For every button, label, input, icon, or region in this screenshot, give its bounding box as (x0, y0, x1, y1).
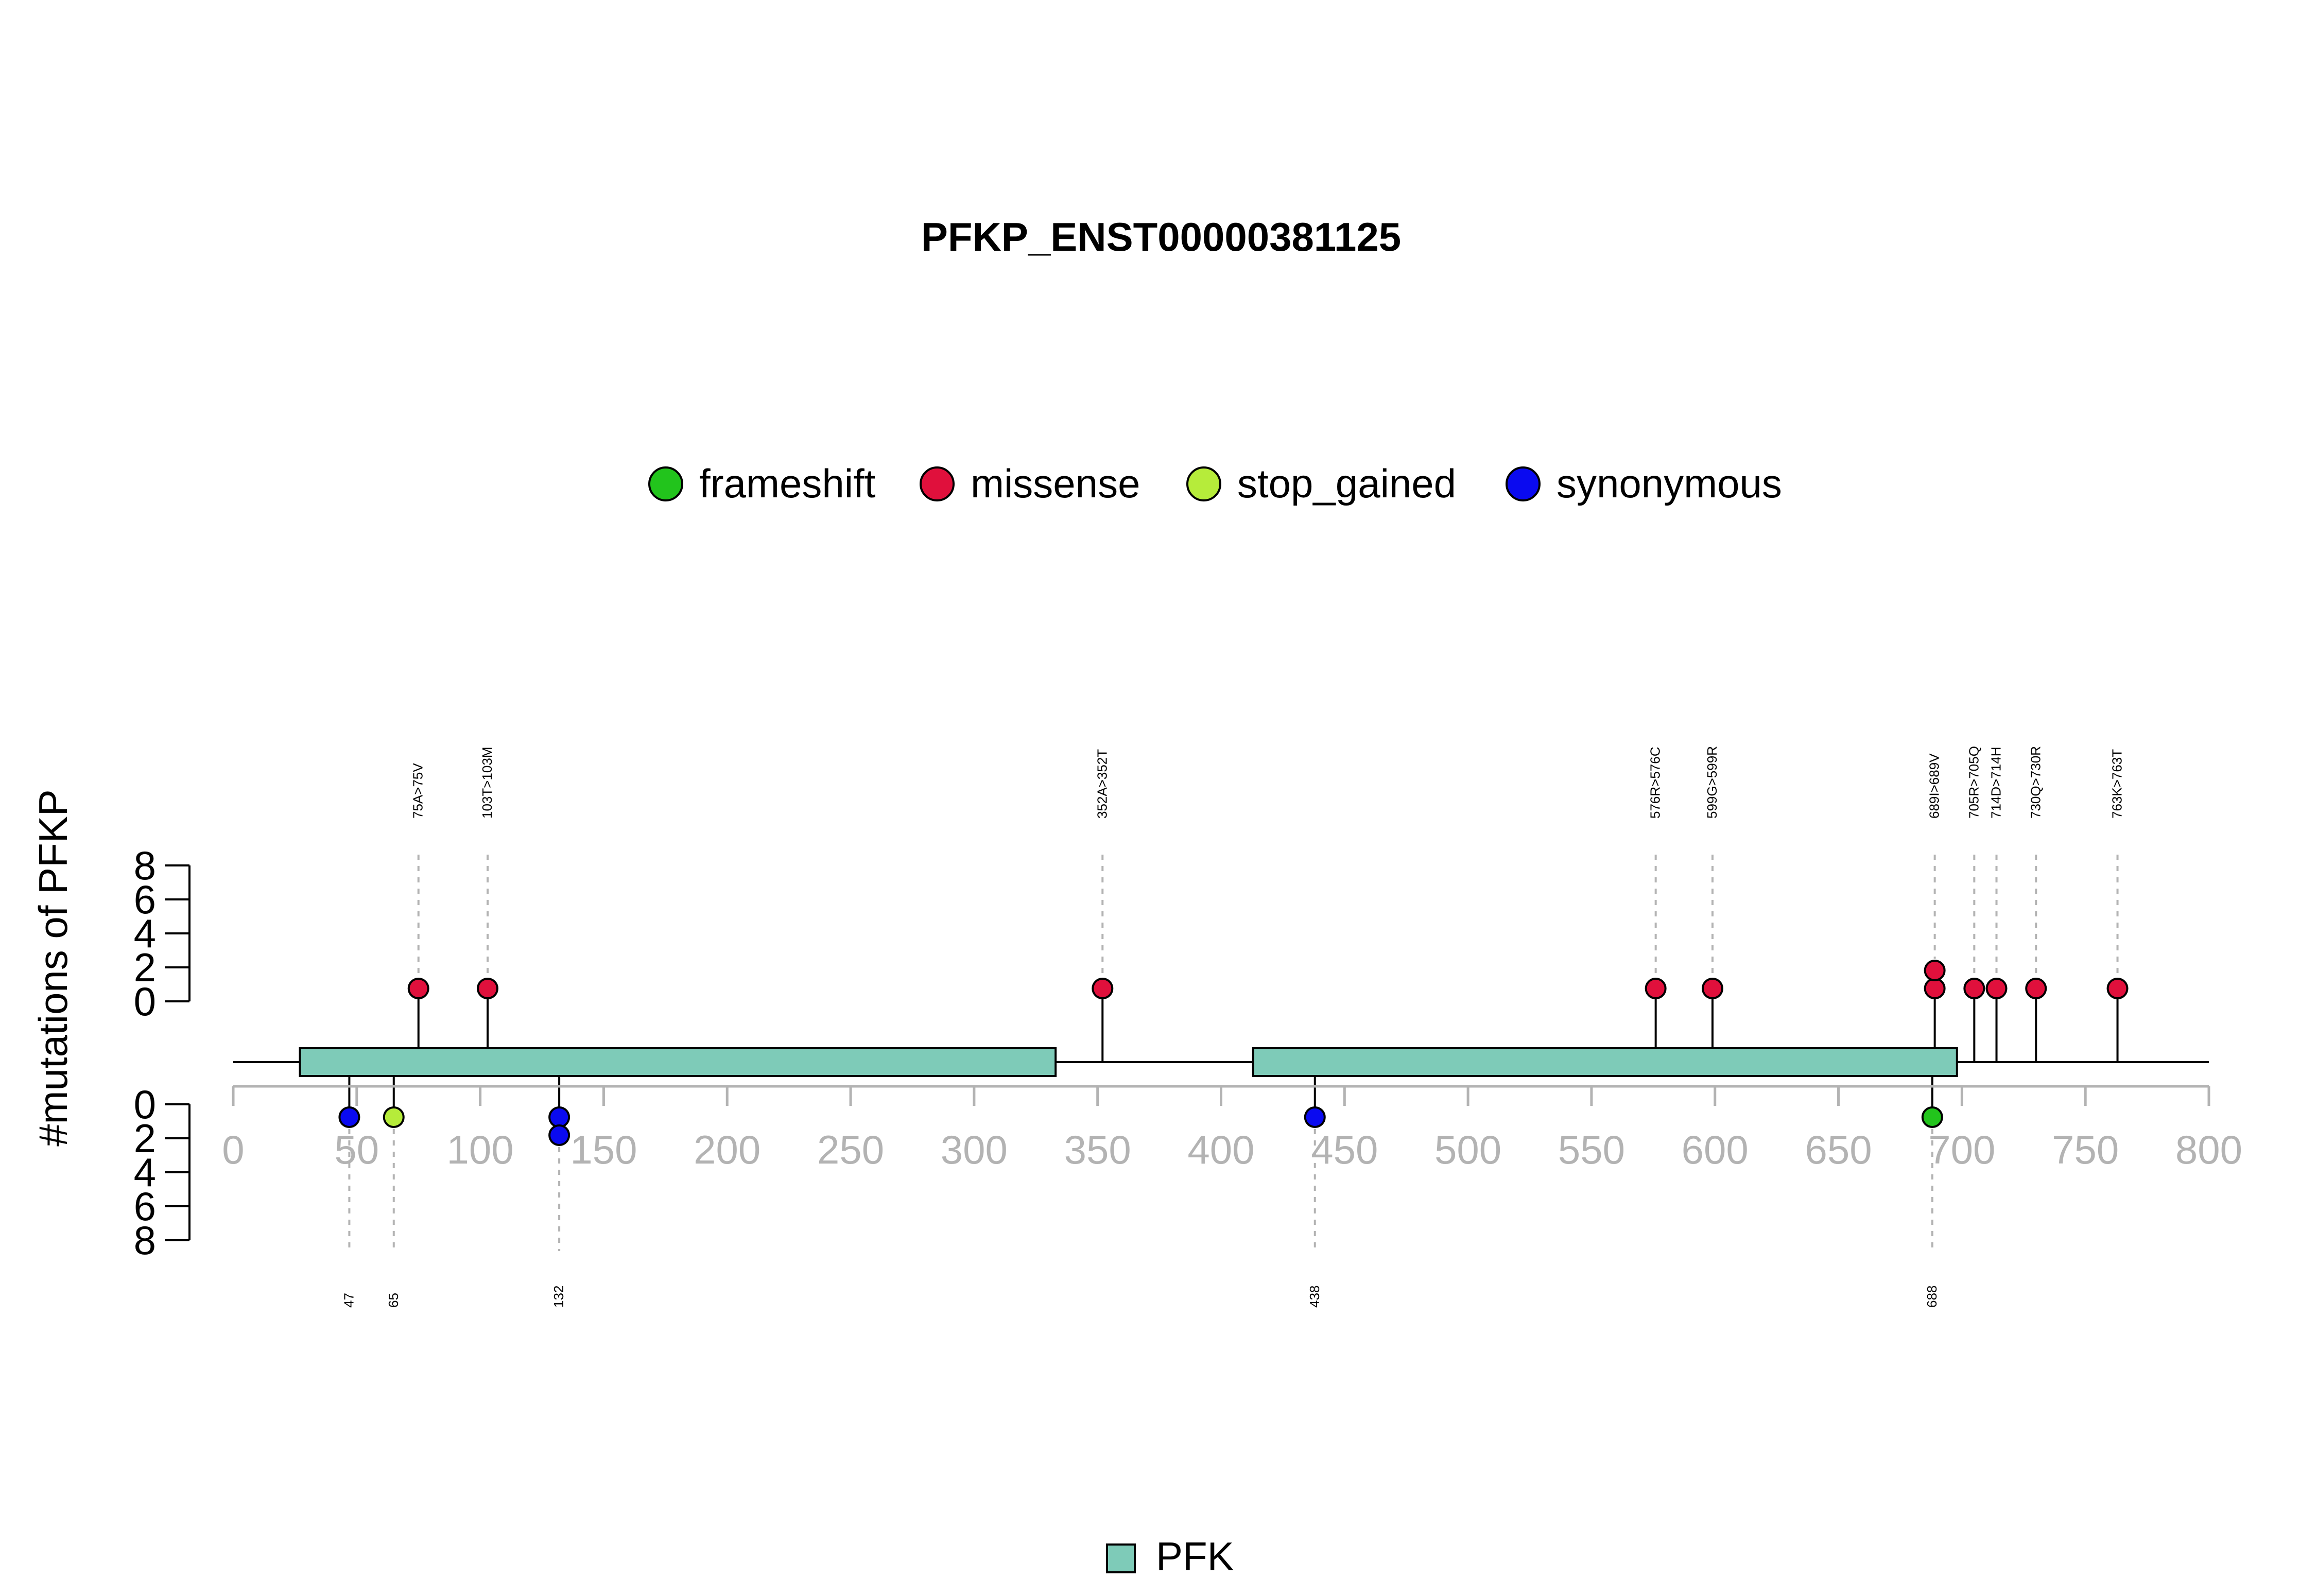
mutation-label-576: 576R>576C (1648, 747, 1663, 819)
legend-item-synonymous: synonymous (1506, 461, 1782, 506)
x-tick-label-350: 350 (1064, 1127, 1131, 1172)
legend-marker-synonymous (1506, 466, 1541, 501)
x-tick-label-650: 650 (1805, 1127, 1872, 1172)
mutation-label-730: 730Q>730R (2028, 746, 2043, 819)
y-lower-tick-label-4: 4 (134, 1150, 156, 1195)
legend-label-frameshift: frameshift (699, 461, 876, 506)
point-lower-438-1 (1304, 1106, 1326, 1128)
domain-box-1 (299, 1047, 1057, 1077)
point-705-1 (1963, 978, 1985, 999)
point-lower-132-1 (548, 1106, 570, 1128)
mutation-label-705: 705R>705Q (1966, 746, 1981, 819)
point-576-1 (1645, 978, 1667, 999)
domain-legend-label: PFK (1156, 1534, 1234, 1579)
legend-item-missense: missense (920, 461, 1140, 506)
mutation-label-lower-47: 47 (341, 1293, 356, 1308)
y-lower-tick-label-0: 0 (134, 1082, 156, 1127)
domain-boxes (299, 1047, 1958, 1077)
mutation-label-714: 714D>714H (1989, 747, 2004, 819)
mutation-legend: frameshift missense stop_gained synonymous (648, 461, 1782, 506)
legend-item-stop_gained: stop_gained (1186, 461, 1456, 506)
point-lower-132-2 (548, 1124, 570, 1146)
x-tick-label-150: 150 (570, 1127, 637, 1172)
point-lower-65-1 (383, 1106, 405, 1128)
x-tick-label-300: 300 (941, 1127, 1008, 1172)
x-tick-label-200: 200 (694, 1127, 760, 1172)
x-tick-label-600: 600 (1682, 1127, 1749, 1172)
chart-title: PFKP_ENST00000381125 (921, 214, 1401, 259)
mutation-label-352: 352A>352T (1094, 749, 1110, 819)
x-tick-label-250: 250 (817, 1127, 884, 1172)
x-tick-label-100: 100 (447, 1127, 514, 1172)
legend-label-missense: missense (971, 461, 1140, 506)
point-lower-688-1 (1921, 1106, 1943, 1128)
mutation-label-lower-132: 132 (551, 1286, 566, 1308)
x-tick-label-50: 50 (334, 1127, 379, 1172)
legend-item-frameshift: frameshift (648, 461, 876, 506)
x-tick-label-800: 800 (2175, 1127, 2242, 1172)
point-730-1 (2025, 978, 2047, 999)
y-lower-tick-label-2: 2 (134, 1116, 156, 1161)
point-lower-47-1 (338, 1106, 360, 1128)
y-upper-tick-label-6: 6 (134, 877, 156, 922)
y-upper-tick-label-0: 0 (134, 979, 156, 1024)
point-689-1 (1924, 978, 1946, 999)
legend-marker-stop_gained (1186, 466, 1221, 501)
y-lower-tick-label-6: 6 (134, 1184, 156, 1229)
point-599-1 (1701, 978, 1723, 999)
x-axis: 0 50 100 150 200 250 300 350 400 450 500 550 600 650 7… (222, 1085, 2242, 1172)
x-tick-label-0: 0 (222, 1127, 244, 1172)
x-tick-label-450: 450 (1311, 1127, 1378, 1172)
x-tick-label-750: 750 (2052, 1127, 2119, 1172)
mutation-points (338, 960, 2129, 1146)
y-upper-tick-label-8: 8 (134, 843, 156, 888)
point-352-1 (1092, 978, 1114, 999)
point-689-2 (1924, 960, 1946, 981)
mutation-label-599: 599G>599R (1704, 746, 1720, 819)
mutation-labels: 75A>75V 103T>103M 352A>352T 576R>576C 599G>5… (341, 746, 2124, 1308)
domain-legend-swatch (1106, 1543, 1136, 1573)
x-tick-label-500: 500 (1434, 1127, 1501, 1172)
point-103-1 (477, 978, 499, 999)
y-lower-tick-label-8: 8 (134, 1218, 156, 1263)
legend-marker-frameshift (648, 466, 683, 501)
y-upper-tick-label-2: 2 (134, 945, 156, 990)
x-tick-label-550: 550 (1558, 1127, 1625, 1172)
point-763-1 (2106, 978, 2129, 999)
mutation-label-103: 103T>103M (479, 747, 495, 819)
y-axis-label: #mutations of PFKP (30, 789, 76, 1147)
mutation-label-lower-688: 688 (1924, 1286, 1940, 1308)
x-tick-label-400: 400 (1187, 1127, 1254, 1172)
mutation-label-75: 75A>75V (410, 763, 426, 819)
x-tick-label-700: 700 (1928, 1127, 1995, 1172)
legend-marker-missense (920, 466, 955, 501)
domain-box-2 (1252, 1047, 1958, 1077)
domain-legend-item-PFK: PFK (1106, 1534, 1234, 1579)
point-75-1 (407, 978, 429, 999)
y-upper-tick-label-4: 4 (134, 911, 156, 956)
point-714-1 (1985, 978, 2008, 999)
legend-label-stop_gained: stop_gained (1237, 461, 1456, 506)
mutation-label-lower-438: 438 (1307, 1286, 1322, 1308)
label-guides (348, 855, 2119, 1251)
mutation-label-lower-65: 65 (386, 1293, 401, 1308)
legend-label-synonymous: synonymous (1557, 461, 1782, 506)
domain-legend: PFK (1106, 1534, 1234, 1579)
mutation-label-689: 689I>689V (1927, 753, 1942, 819)
mutation-label-763: 763K>763T (2109, 749, 2125, 819)
